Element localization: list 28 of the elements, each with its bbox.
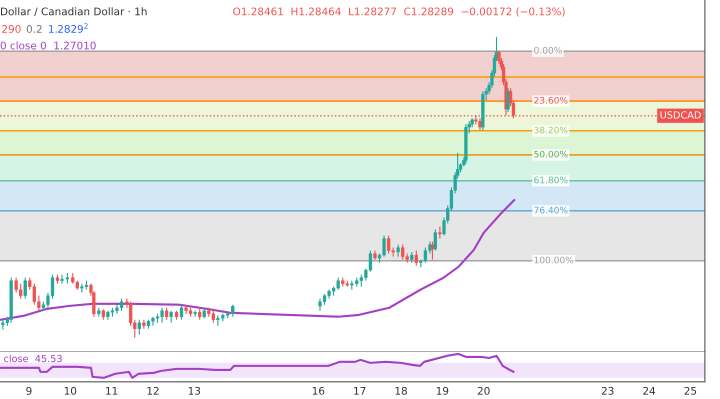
annotation: 0.00% <box>534 46 562 54</box>
x-tick-label: 18 <box>396 386 407 395</box>
x-tick-label: 17 <box>354 387 366 395</box>
text: 290 <box>2 25 21 33</box>
x-tick-label: 10 <box>64 386 76 395</box>
x-tick-label: 25 <box>684 386 696 395</box>
annotation: 23.60% <box>534 96 568 104</box>
text: O1.28461 H1.28464 L1.28277 C1.28289 −0.00172 (−0.13%) <box>233 7 565 17</box>
x-tick-label: 12 <box>147 386 159 395</box>
annotation: close 45.53 <box>4 354 62 362</box>
annotation: 50.00% <box>534 150 568 158</box>
x-tick-label: 23 <box>602 386 614 395</box>
annotation: 38.20% <box>534 126 568 134</box>
text: 1.2829$^{2}$ <box>49 23 88 33</box>
x-tick-label: 20 <box>478 386 490 395</box>
annotation: 61.80% <box>534 176 568 184</box>
x-tick-label: 13 <box>188 386 200 395</box>
annotation: 100.00% <box>534 256 574 264</box>
text: 0.2 <box>26 25 42 33</box>
x-tick-label: 9 <box>26 386 32 395</box>
x-tick-label: 24 <box>643 386 656 395</box>
annotation: 0 close 0 1.27010 <box>0 41 96 50</box>
text: Dollar / Canadian Dollar · 1h <box>1 7 147 16</box>
x-tick-label: 19 <box>436 386 448 395</box>
annotation: 76.40% <box>534 206 568 214</box>
x-tick-label: 11 <box>106 387 118 395</box>
x-tick-label: 16 <box>312 386 324 395</box>
ref-line-label: USDCAD <box>660 111 701 119</box>
